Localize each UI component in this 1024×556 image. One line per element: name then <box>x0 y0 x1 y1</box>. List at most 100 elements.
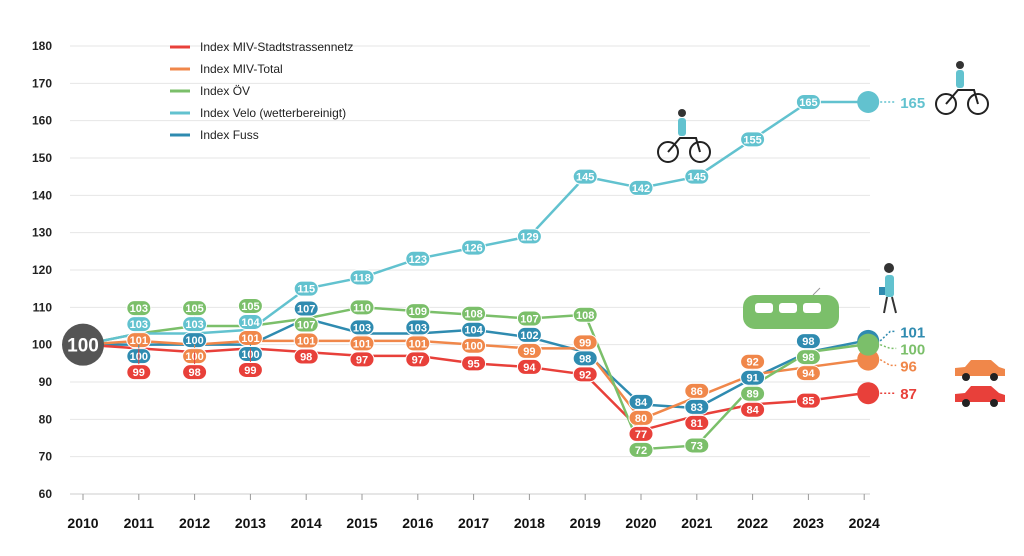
end-marker <box>857 382 880 405</box>
data-label: 94 <box>802 368 815 380</box>
data-label-bg <box>405 335 431 352</box>
data-label: 101 <box>297 336 315 348</box>
y-tick-label: 130 <box>32 226 52 240</box>
data-label: 98 <box>579 353 591 365</box>
data-label: 89 <box>746 389 758 401</box>
data-label-bg <box>740 131 766 148</box>
data-label: 85 <box>802 396 814 408</box>
x-tick-label: 2019 <box>570 515 601 531</box>
data-label-bg <box>684 437 710 454</box>
y-tick-label: 70 <box>39 450 53 464</box>
end-leader <box>879 343 897 350</box>
data-label: 103 <box>409 322 427 334</box>
data-label-bg <box>349 319 375 336</box>
data-label: 92 <box>579 369 591 381</box>
y-tick-label: 180 <box>32 39 52 53</box>
y-tick-label: 120 <box>32 263 52 277</box>
data-label-bg <box>572 366 598 383</box>
car-icon <box>955 386 1005 407</box>
data-label: 126 <box>464 243 482 255</box>
y-tick-label: 80 <box>39 412 53 426</box>
data-label-bg <box>293 280 319 297</box>
data-label-bg <box>349 335 375 352</box>
data-label: 129 <box>520 231 538 243</box>
data-label-bg <box>461 239 487 256</box>
data-label: 99 <box>244 365 256 377</box>
data-label: 84 <box>746 405 759 417</box>
legend-entry: Index MIV-Total <box>200 62 283 76</box>
x-tick-label: 2013 <box>235 515 266 531</box>
data-label-bg <box>126 300 152 317</box>
data-label: 94 <box>523 362 536 374</box>
x-tick-label: 2022 <box>737 515 768 531</box>
start-label: 100 <box>67 336 99 357</box>
data-label: 108 <box>576 310 594 322</box>
pedestrian-icon <box>879 263 897 314</box>
data-label: 118 <box>353 272 371 284</box>
data-label: 97 <box>412 354 424 366</box>
legend-entry: Index Fuss <box>200 128 259 142</box>
data-label: 99 <box>133 367 145 379</box>
data-label: 101 <box>353 338 371 350</box>
x-tick-label: 2021 <box>681 515 712 531</box>
data-label-bg <box>516 310 542 327</box>
data-label: 102 <box>520 330 538 342</box>
data-label: 98 <box>300 352 312 364</box>
end-marker <box>857 91 880 113</box>
data-label-bg <box>293 300 319 317</box>
x-tick-label: 2023 <box>793 515 824 531</box>
data-label: 72 <box>635 445 647 457</box>
data-label: 97 <box>356 354 368 366</box>
data-label: 107 <box>520 314 538 326</box>
car-icon <box>955 360 1005 381</box>
data-label: 103 <box>130 319 148 331</box>
data-label-bg <box>126 364 152 381</box>
data-label-bg <box>684 414 710 431</box>
data-label: 99 <box>523 346 535 358</box>
data-label-bg <box>795 94 821 110</box>
data-label-bg <box>293 316 319 333</box>
end-value-label: 101 <box>900 324 925 341</box>
data-label-bg <box>461 321 487 338</box>
legend-entry: Index MIV-Stadtstrassennetz <box>200 40 353 54</box>
x-tick-label: 2017 <box>458 515 489 531</box>
y-tick-label: 110 <box>33 300 53 314</box>
x-tick-label: 2020 <box>625 515 656 531</box>
x-tick-label: 2024 <box>849 515 880 531</box>
data-label-bg <box>795 392 821 409</box>
data-label-bg <box>684 382 710 399</box>
data-label-bg <box>740 385 766 402</box>
data-label-bg <box>516 228 542 245</box>
data-label: 123 <box>409 254 427 266</box>
data-label-bg <box>461 355 487 372</box>
end-leader <box>879 330 897 342</box>
data-label-bg <box>684 168 710 185</box>
y-tick-label: 150 <box>32 151 52 165</box>
data-label: 109 <box>409 306 427 318</box>
data-label-bg <box>684 398 710 415</box>
data-label: 81 <box>691 418 703 430</box>
bicycle-icon <box>657 109 711 163</box>
data-label: 101 <box>241 333 259 345</box>
data-label: 103 <box>185 319 203 331</box>
data-label-bg <box>405 303 431 320</box>
data-label-bg <box>182 300 208 317</box>
data-label: 80 <box>635 413 647 425</box>
y-tick-label: 90 <box>39 375 53 389</box>
data-label-bg <box>572 350 598 367</box>
x-tick-label: 2018 <box>514 515 545 531</box>
data-label: 107 <box>297 304 315 316</box>
data-label: 100 <box>464 341 482 353</box>
x-tick-label: 2014 <box>291 515 322 531</box>
data-label: 98 <box>188 367 200 379</box>
data-label: 104 <box>464 325 483 337</box>
bicycle-icon <box>935 61 989 115</box>
data-label: 91 <box>746 373 758 385</box>
x-tick-label: 2015 <box>346 515 377 531</box>
data-label: 98 <box>802 352 814 364</box>
data-label: 86 <box>691 386 703 398</box>
y-tick-label: 100 <box>32 338 52 352</box>
train-icon <box>743 287 839 329</box>
y-tick-label: 140 <box>32 188 52 202</box>
data-label-bg <box>795 349 821 366</box>
